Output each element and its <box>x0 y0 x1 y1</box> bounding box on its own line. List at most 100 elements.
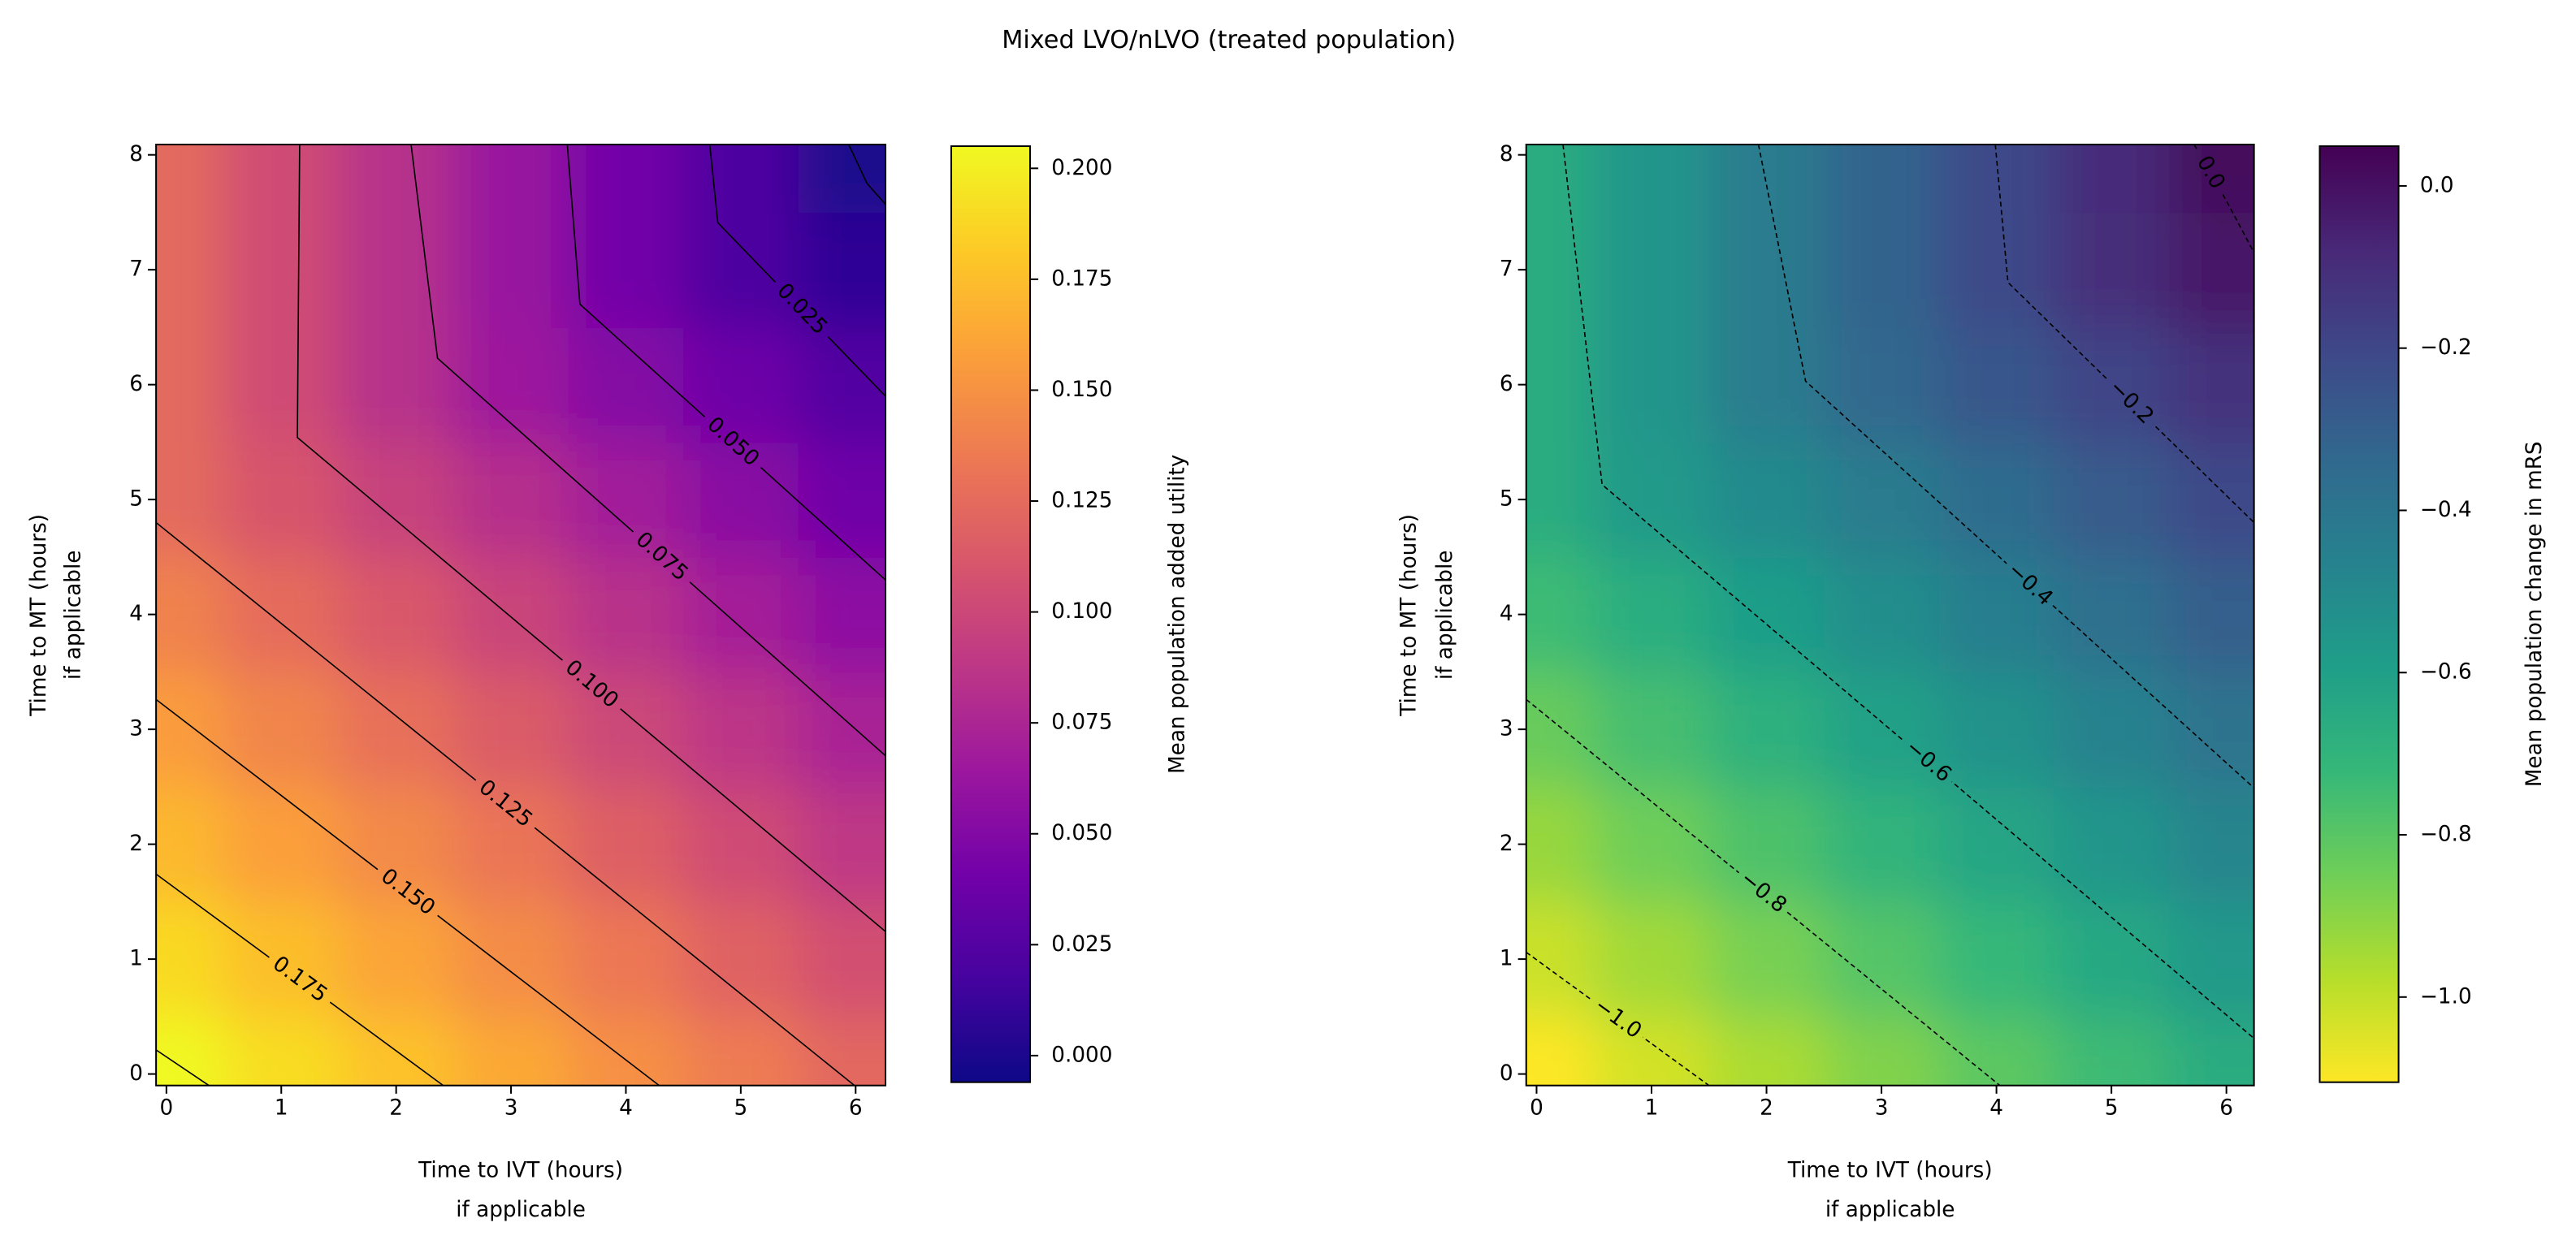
heatmap-cell <box>683 672 799 788</box>
colorbar-tick-label: 0.100 <box>1051 599 1112 624</box>
heatmap-cell <box>683 1016 799 1086</box>
y-tick-label: 0 <box>1500 1061 1513 1086</box>
heatmap-cell <box>1824 672 1940 788</box>
heatmap-cell <box>1824 1016 1940 1086</box>
x-axis-label: Time to IVT (hours) <box>418 1158 623 1182</box>
heatmap-cell <box>1594 556 1710 673</box>
heatmap-cell <box>453 442 569 558</box>
contour-lines <box>156 144 886 1086</box>
heatmap-cell <box>223 144 340 214</box>
heatmap-cell <box>568 442 685 558</box>
contour-line <box>410 144 886 757</box>
heatmap-cell <box>453 556 569 673</box>
heatmap-cell <box>1938 786 2055 903</box>
contour-line <box>566 144 886 581</box>
colorbar-tick-label: 0.200 <box>1051 156 1112 180</box>
heatmap-cell <box>1824 901 1940 1018</box>
y-tick-label: 7 <box>1500 257 1513 282</box>
colorbar-tick-label: 0.125 <box>1051 489 1112 513</box>
heatmap-cell <box>223 901 340 1018</box>
heatmap-cell <box>683 556 799 673</box>
y-tick-label: 1 <box>1500 947 1513 971</box>
heatmap-cell <box>156 144 225 214</box>
x-tick-label: 4 <box>619 1096 633 1121</box>
y-tick-label: 6 <box>129 372 143 396</box>
heatmap-cell <box>453 212 569 328</box>
heatmap-cell <box>1824 442 1940 558</box>
heatmap-cell <box>568 901 685 1018</box>
colorbar-tick-label: 0.150 <box>1051 378 1112 402</box>
heatmap-cell <box>568 326 685 443</box>
heatmap-cell <box>798 672 886 788</box>
heatmap-cell <box>1526 212 1595 328</box>
heatmap-cell <box>1938 901 2055 1018</box>
heatmap-cell <box>683 326 799 443</box>
heatmap-cell <box>683 901 799 1018</box>
heatmap-cell <box>223 1016 340 1086</box>
heatmap-cell <box>2054 672 2170 788</box>
heatmap-cell <box>223 212 340 328</box>
heatmap-cell <box>156 212 225 328</box>
heatmap-cell <box>1526 556 1595 673</box>
colorbar-tick-label: −0.8 <box>2420 823 2472 847</box>
heatmap-cell <box>1526 326 1595 443</box>
heatmap-cell <box>798 556 886 673</box>
heatmap-cell <box>1824 144 1940 214</box>
heatmap-cell <box>1708 672 1825 788</box>
contour-line <box>156 698 660 1086</box>
heatmap-cell <box>2054 556 2170 673</box>
heatmap-cell <box>453 326 569 443</box>
heatmap-cell <box>1708 556 1825 673</box>
y-tick-label: 1 <box>129 947 143 971</box>
y-tick-label: 3 <box>129 717 143 741</box>
heatmap-cell <box>338 556 455 673</box>
figure-title: Mixed LVO/nLVO (treated population) <box>1002 26 1456 54</box>
contour-line <box>156 521 855 1086</box>
heatmap-cell <box>156 556 225 673</box>
heatmap-cell <box>338 901 455 1018</box>
heatmap-cell <box>338 1016 455 1086</box>
colorbar-tick-label: 0.175 <box>1051 266 1112 291</box>
heatmap-cell <box>453 672 569 788</box>
heatmap-cell <box>1938 442 2055 558</box>
y-tick-label: 5 <box>129 487 143 512</box>
colorbar-tick-label: −0.2 <box>2420 335 2472 360</box>
colorbar-label: Mean population added utility <box>1166 455 1190 774</box>
y-tick-label: 4 <box>129 602 143 626</box>
colorbar-tick-label: −1.0 <box>2420 984 2472 1009</box>
heatmap-cells <box>1526 144 2254 1086</box>
heatmap-cell <box>568 556 685 673</box>
colorbar <box>950 145 1032 1083</box>
heatmap-cell <box>1594 672 1710 788</box>
heatmap-cell <box>1938 1016 2055 1086</box>
heatmap-cell <box>2054 1016 2170 1086</box>
heatmap-cell <box>1594 901 1710 1018</box>
colorbar-tick-label: 0.075 <box>1051 711 1112 735</box>
heatmap-cell <box>453 786 569 903</box>
heatmap-cell <box>453 1016 569 1086</box>
heatmap-cell <box>338 672 455 788</box>
heatmap-cell <box>1526 901 1595 1018</box>
x-tick-label: 0 <box>159 1096 173 1121</box>
heatmap-cell <box>2168 212 2254 328</box>
heatmap-cell <box>1708 212 1825 328</box>
x-tick-label: 2 <box>1760 1096 1773 1121</box>
colorbar-tick-label: −0.6 <box>2420 660 2472 685</box>
heatmap-cell <box>1594 326 1710 443</box>
contour-line <box>1562 144 2254 1039</box>
heatmap-cell <box>798 901 886 1018</box>
heatmap-cell <box>223 326 340 443</box>
y-axis-label: Time to MT (hours) <box>1397 514 1422 717</box>
heatmap-cell <box>453 901 569 1018</box>
heatmap-cell <box>1594 144 1710 214</box>
heatmap-cell <box>798 1016 886 1086</box>
heatmap-cell <box>1526 442 1595 558</box>
heatmap-cell <box>2168 326 2254 443</box>
y-tick-label: 4 <box>1500 602 1513 626</box>
heatmap-cell <box>2168 556 2254 673</box>
heatmap-cell <box>798 144 886 214</box>
heatmap-cell <box>1526 672 1595 788</box>
heatmap-cell <box>1708 326 1825 443</box>
heatmap-cell <box>2168 442 2254 558</box>
